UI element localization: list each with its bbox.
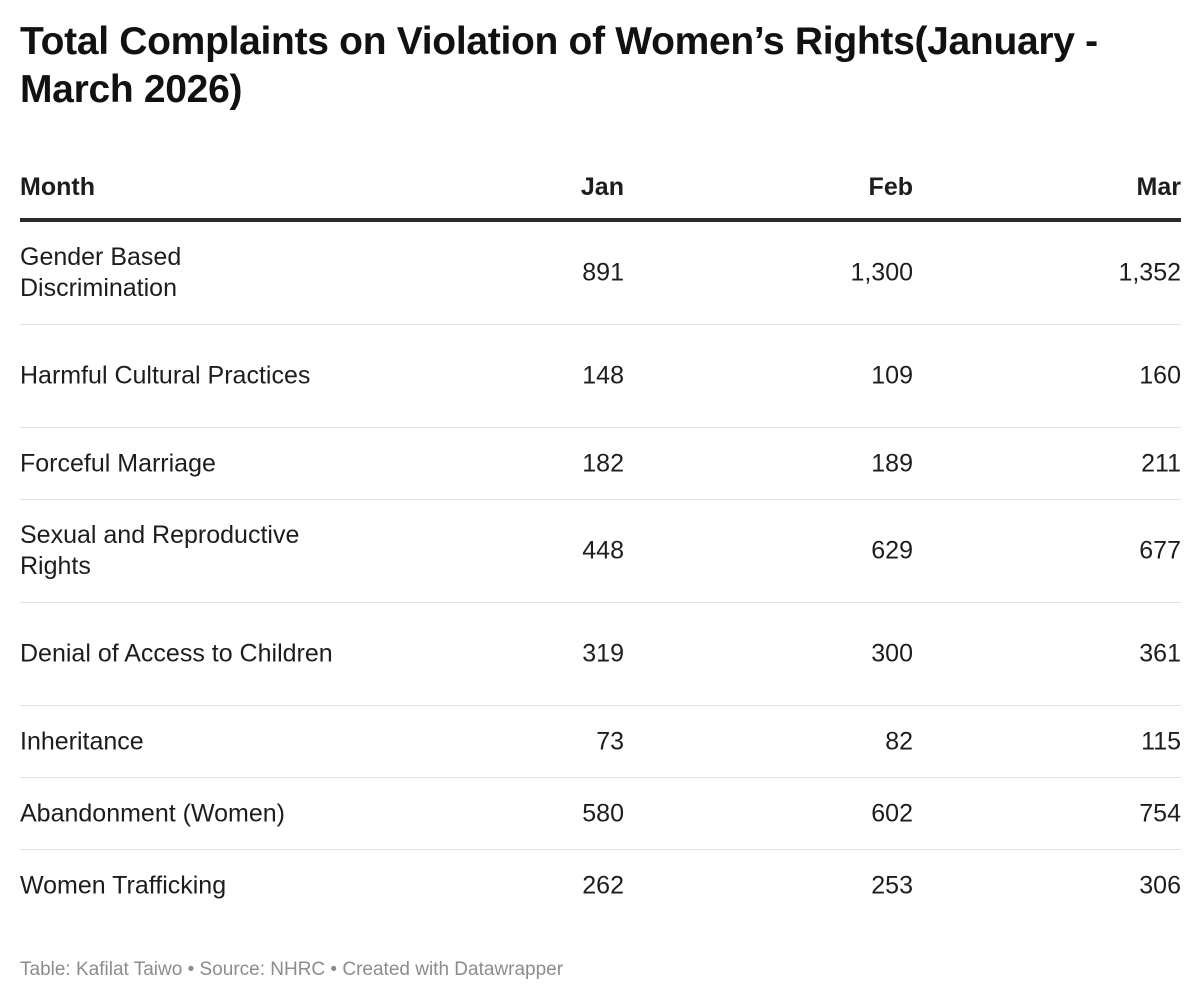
cell-feb: 82	[885, 727, 913, 755]
source-footer: Table: Kafilat Taiwo • Source: NHRC • Cr…	[20, 959, 564, 980]
cell-mar: 306	[1139, 871, 1181, 900]
cell-feb: 189	[871, 449, 913, 477]
cell-jan: 262	[582, 871, 624, 900]
cell-jan: 182	[582, 449, 624, 477]
table-row: Harmful Cultural Practices 148 109 160	[20, 325, 1181, 428]
cell-jan: 580	[582, 799, 624, 827]
row-label: Abandonment (Women)	[20, 799, 285, 827]
row-label: Forceful Marriage	[20, 449, 216, 477]
cell-feb: 300	[871, 639, 913, 668]
row-label: Denial of Access to Children	[20, 639, 333, 668]
table-chart: Total Complaints on Violation of Women’s…	[20, 18, 1181, 900]
cell-feb: 1,300	[850, 258, 913, 287]
column-header-month: Month	[20, 173, 95, 201]
table-row: Gender Based Discrimination 891 1,300 1,…	[20, 222, 1181, 325]
table-row: Abandonment (Women) 580 602 754	[20, 778, 1181, 850]
table-row: Forceful Marriage 182 189 211	[20, 428, 1181, 500]
table-row: Denial of Access to Children 319 300 361	[20, 603, 1181, 706]
cell-jan: 73	[596, 727, 624, 755]
data-table: Month Jan Feb Mar Gender Based Discrimin…	[20, 166, 1181, 922]
row-label: Women Trafficking	[20, 871, 227, 900]
cell-mar: 160	[1139, 361, 1181, 390]
row-label: Inheritance	[20, 727, 144, 755]
column-header-mar: Mar	[1136, 173, 1181, 201]
cell-feb: 253	[871, 871, 913, 900]
cell-feb: 602	[871, 799, 913, 827]
cell-mar: 211	[1141, 449, 1181, 477]
row-label: Gender Based Discrimination	[20, 243, 182, 302]
table-row: Women Trafficking 262 253 306	[20, 850, 1181, 922]
cell-mar: 754	[1139, 799, 1181, 827]
column-header-feb: Feb	[868, 173, 913, 201]
cell-mar: 361	[1139, 639, 1181, 668]
cell-mar: 1,352	[1118, 258, 1181, 287]
chart-title: Total Complaints on Violation of Women’s…	[20, 20, 1098, 111]
cell-jan: 448	[582, 536, 624, 565]
row-label: Sexual and Reproductive Rights	[20, 521, 300, 580]
column-header-jan: Jan	[580, 173, 624, 201]
cell-jan: 319	[582, 639, 624, 668]
cell-jan: 148	[582, 361, 624, 390]
cell-mar: 677	[1139, 536, 1181, 565]
cell-feb: 629	[871, 536, 913, 565]
cell-feb: 109	[871, 361, 913, 390]
table-row: Sexual and Reproductive Rights 448 629 6…	[20, 500, 1181, 603]
table-header: Month Jan Feb Mar	[20, 166, 1181, 222]
table-row: Inheritance 73 82 115	[20, 706, 1181, 778]
cell-jan: 891	[582, 258, 624, 287]
row-label: Harmful Cultural Practices	[20, 361, 311, 390]
cell-mar: 115	[1141, 727, 1181, 755]
